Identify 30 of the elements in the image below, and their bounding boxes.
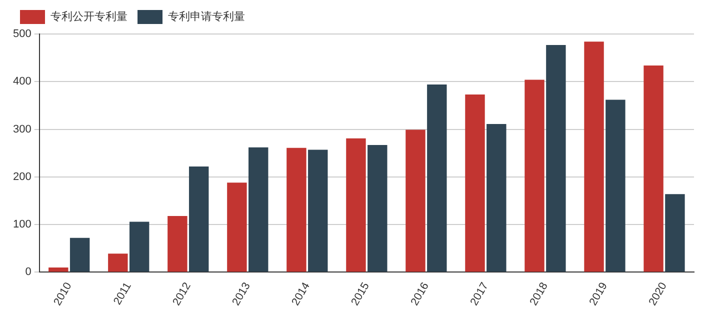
bar <box>368 145 388 272</box>
y-tick-label: 200 <box>12 170 32 183</box>
y-tick-label: 300 <box>12 123 32 136</box>
bar <box>584 42 604 272</box>
bar <box>665 194 685 272</box>
legend-label: 专利申请专利量 <box>168 10 245 23</box>
y-tick-label: 500 <box>12 28 32 40</box>
bar <box>168 216 188 272</box>
bar <box>129 222 150 272</box>
bar <box>248 147 268 272</box>
bar <box>427 84 447 272</box>
bar <box>606 100 626 272</box>
bar <box>308 150 328 272</box>
y-tick-label: 400 <box>12 76 32 88</box>
bar <box>188 166 209 272</box>
bar <box>108 254 128 272</box>
bar <box>546 44 566 272</box>
bar <box>48 267 68 272</box>
bar <box>70 238 90 272</box>
bar <box>644 65 664 272</box>
bar <box>524 80 544 272</box>
bar <box>406 130 426 272</box>
y-tick-label: 100 <box>12 218 32 231</box>
bar <box>465 94 485 272</box>
bar <box>286 148 306 272</box>
bar <box>486 124 506 272</box>
bar <box>227 182 247 272</box>
y-tick-label: 0 <box>25 266 32 278</box>
legend-label: 专利公开专利量 <box>50 10 128 23</box>
bar <box>346 138 366 272</box>
